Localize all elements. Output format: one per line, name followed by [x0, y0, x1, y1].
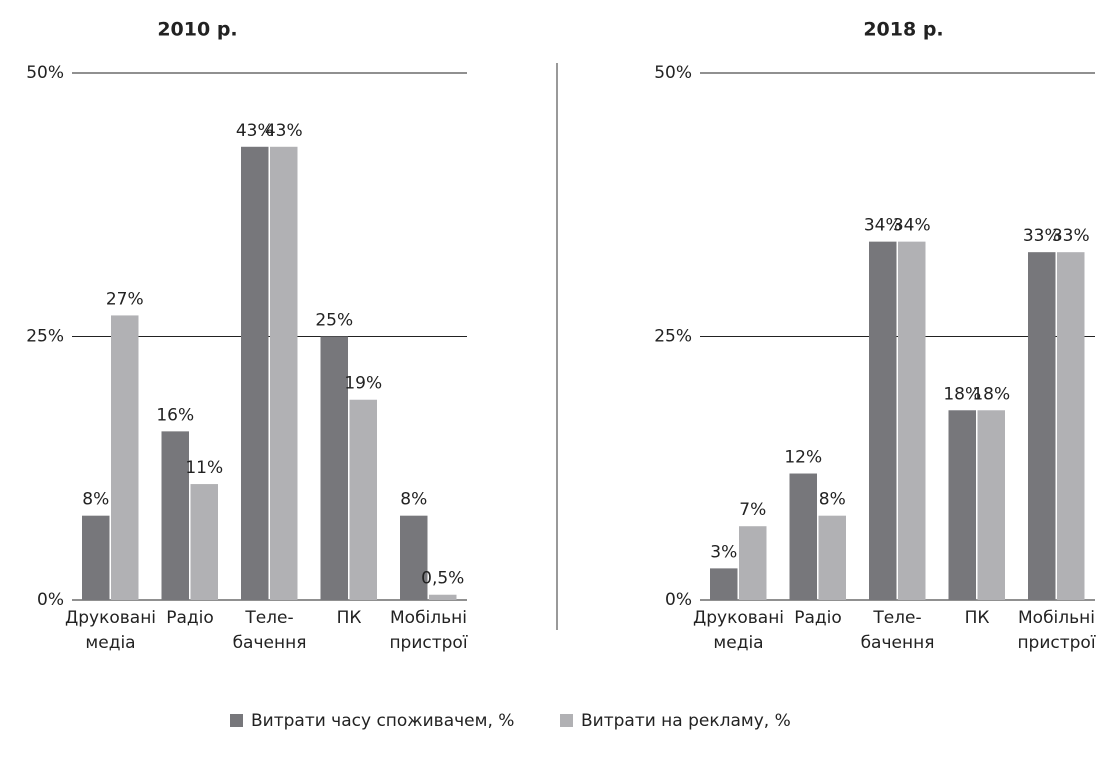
x-tick-label: Друковані: [693, 608, 784, 628]
bar: [400, 515, 428, 600]
x-tick-label: Друковані: [65, 608, 156, 628]
legend-label: Витрати на рекламу, %: [581, 711, 791, 731]
bar: [739, 526, 767, 600]
value-label: 33%: [1052, 226, 1090, 246]
x-tick-label: медіа: [85, 633, 135, 653]
x-tick-label: Теле-: [872, 608, 921, 628]
bar: [789, 473, 817, 600]
legend-swatch: [230, 714, 243, 727]
bar: [111, 315, 139, 600]
value-label: 25%: [315, 311, 353, 331]
value-label: 18%: [972, 384, 1010, 404]
x-tick-label: Радіо: [794, 608, 842, 628]
bar: [977, 410, 1005, 600]
bar: [1028, 252, 1056, 600]
bar: [349, 399, 377, 600]
x-tick-label: Радіо: [166, 608, 214, 628]
y-tick-label: 0%: [37, 590, 64, 610]
value-label: 43%: [265, 121, 303, 141]
bar: [818, 515, 846, 600]
y-tick-label: 25%: [26, 327, 64, 347]
value-label: 8%: [400, 490, 427, 510]
value-label: 18%: [943, 384, 981, 404]
value-label: 34%: [864, 216, 902, 236]
chart-title: 2018 р.: [863, 19, 943, 41]
value-label: 34%: [893, 216, 931, 236]
x-tick-label: Теле-: [244, 608, 293, 628]
value-label: 8%: [82, 490, 109, 510]
x-tick-label: пристрої: [389, 633, 467, 653]
bar: [429, 594, 457, 600]
bar: [82, 515, 110, 600]
value-label: 43%: [236, 121, 274, 141]
legend-swatch: [560, 714, 573, 727]
bar: [161, 431, 189, 600]
bar: [898, 241, 926, 600]
value-label: 27%: [106, 289, 144, 309]
x-tick-label: бачення: [233, 633, 307, 653]
legend-label: Витрати часу споживачем, %: [251, 711, 514, 731]
x-tick-label: Мобільні: [1018, 608, 1095, 628]
x-tick-label: бачення: [861, 633, 935, 653]
bar: [1057, 252, 1085, 600]
value-label: 8%: [819, 490, 846, 510]
value-label: 0,5%: [421, 569, 464, 589]
value-label: 11%: [185, 458, 223, 478]
bar: [948, 410, 976, 600]
value-label: 19%: [344, 374, 382, 394]
bar: [241, 146, 269, 600]
value-label: 3%: [710, 542, 737, 562]
y-tick-label: 50%: [654, 63, 692, 83]
bar: [270, 146, 298, 600]
value-label: 33%: [1023, 226, 1061, 246]
value-label: 12%: [784, 448, 822, 468]
x-tick-label: Мобільні: [390, 608, 467, 628]
x-tick-label: медіа: [713, 633, 763, 653]
bar: [320, 336, 348, 600]
y-tick-label: 25%: [654, 327, 692, 347]
value-label: 7%: [739, 500, 766, 520]
x-tick-label: пристрої: [1017, 633, 1095, 653]
x-tick-label: ПК: [965, 608, 990, 628]
chart-title: 2010 р.: [157, 19, 237, 41]
bar: [190, 484, 218, 600]
x-tick-label: ПК: [337, 608, 362, 628]
bar: [869, 241, 897, 600]
y-tick-label: 50%: [26, 63, 64, 83]
value-label: 16%: [156, 405, 194, 425]
y-tick-label: 0%: [665, 590, 692, 610]
bar: [710, 568, 738, 600]
